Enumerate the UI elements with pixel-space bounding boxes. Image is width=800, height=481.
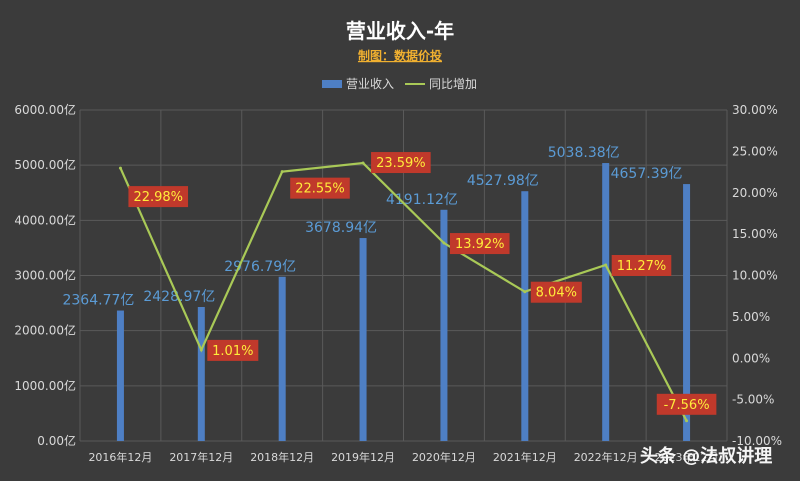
pct-label: 11.27% xyxy=(617,259,667,274)
growth-line xyxy=(119,161,688,422)
pct-label-box xyxy=(128,186,189,208)
pct-label: 13.92% xyxy=(455,237,505,252)
y-right-tick-label: 10.00% xyxy=(732,269,778,283)
bar xyxy=(197,307,205,441)
bar xyxy=(602,163,610,441)
bar-value-label: 4191.12亿 xyxy=(386,192,458,208)
growth-point xyxy=(280,170,284,174)
pct-label: -7.56% xyxy=(664,398,710,413)
x-tick-label: 2020年12月 xyxy=(412,450,476,464)
pct-label-box xyxy=(656,393,717,415)
bar-value-label: 2428.97亿 xyxy=(143,289,215,305)
y-right-tick-label: 20.00% xyxy=(732,186,778,200)
legend-bar-label: 营业收入 xyxy=(346,77,394,91)
growth-point xyxy=(199,348,203,352)
y-left-tick-label: 4000.00亿 xyxy=(14,212,76,227)
bar-value-label: 4657.39亿 xyxy=(611,166,683,182)
pct-label: 1.01% xyxy=(212,344,253,359)
y-right-tick-label: 5.00% xyxy=(732,310,770,324)
x-tick-label: 2023年12月 xyxy=(655,450,719,464)
growth-point xyxy=(442,241,446,245)
pct-label-box xyxy=(371,152,431,174)
bar xyxy=(440,209,448,441)
y-left-tick-label: 1000.00亿 xyxy=(14,378,76,393)
y-left-tick-label: 6000.00亿 xyxy=(14,102,76,117)
bar-value-label: 3678.94亿 xyxy=(305,220,377,236)
pct-label-box xyxy=(530,281,582,303)
legend-line-label: 同比增加 xyxy=(429,77,477,91)
x-tick-label: 2021年12月 xyxy=(493,450,557,464)
x-tick-label: 2016年12月 xyxy=(88,450,152,464)
growth-point xyxy=(523,290,527,294)
bar xyxy=(683,184,691,441)
pct-label-box xyxy=(207,339,259,361)
pct-label: 22.55% xyxy=(295,182,345,197)
pct-label: 22.98% xyxy=(133,190,183,205)
y-right-tick-label: 25.00% xyxy=(732,144,778,158)
bar xyxy=(116,310,124,441)
y-left-tick-label: 5000.00亿 xyxy=(14,157,76,172)
x-tick-label: 2022年12月 xyxy=(574,450,638,464)
y-left-tick-label: 0.00亿 xyxy=(37,433,76,448)
growth-point xyxy=(604,263,608,267)
pct-label: 23.59% xyxy=(376,156,426,171)
pct-label: 8.04% xyxy=(536,286,577,301)
x-tick-label: 2018年12月 xyxy=(250,450,314,464)
pct-label-box xyxy=(611,254,672,276)
y-right-tick-label: 15.00% xyxy=(732,227,778,241)
chart-subtitle: 制图：数据价投 xyxy=(358,48,442,63)
y-left-tick-label: 2000.00亿 xyxy=(14,323,76,338)
y-right-tick-label: -5.00% xyxy=(732,393,774,407)
growth-point xyxy=(118,166,122,170)
x-tick-label: 2019年12月 xyxy=(331,450,395,464)
chart-title: 营业收入-年 xyxy=(346,19,454,43)
bar-value-label: 4527.98亿 xyxy=(467,173,539,189)
y-right-tick-label: -10.00% xyxy=(732,434,782,448)
bar-value-label: 5038.38亿 xyxy=(548,145,620,161)
growth-point xyxy=(361,161,365,165)
bar xyxy=(359,238,367,441)
watermark: 头条 @法叔讲理 xyxy=(640,445,772,467)
y-left-tick-label: 3000.00亿 xyxy=(14,268,76,283)
legend-bar-swatch xyxy=(322,80,342,88)
bar-value-label: 2364.77亿 xyxy=(62,293,134,309)
bar-value-label: 2976.79亿 xyxy=(224,259,296,275)
y-right-tick-label: 30.00% xyxy=(732,103,778,117)
pct-label-box xyxy=(290,177,350,199)
y-right-tick-label: 0.00% xyxy=(732,351,770,365)
growth-point xyxy=(685,419,689,423)
bar xyxy=(278,276,286,441)
bar xyxy=(521,191,529,441)
pct-label-box xyxy=(449,233,510,255)
x-tick-label: 2017年12月 xyxy=(169,450,233,464)
